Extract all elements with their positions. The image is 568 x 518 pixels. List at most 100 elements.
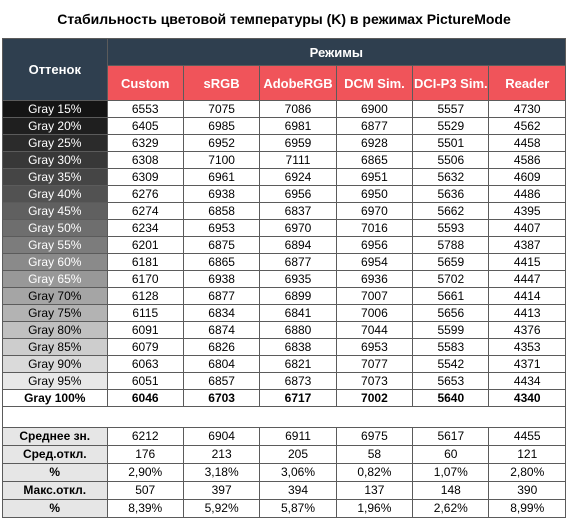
value-cell: 6804 [182, 355, 261, 373]
stat-value-cell: 2,62% [412, 499, 490, 518]
shade-label: Gray 20% [2, 117, 108, 135]
stat-value-cell: 148 [412, 481, 490, 500]
value-cell: 7006 [335, 304, 414, 322]
stat-value-cell: 397 [182, 481, 261, 500]
stat-value-cell: 8,99% [488, 499, 566, 518]
value-cell: 6953 [335, 338, 414, 356]
value-cell: 6873 [259, 372, 337, 390]
value-cell: 7002 [335, 389, 414, 407]
table-row: Gray 35% 6309 6961 6924 6951 5632 4609 [2, 168, 566, 186]
value-cell: 5529 [412, 117, 490, 135]
value-cell: 6936 [335, 270, 414, 288]
shade-label: Gray 85% [2, 338, 108, 356]
shade-label: Gray 70% [2, 287, 108, 305]
stat-value-cell: 5,87% [259, 499, 337, 518]
value-cell: 4353 [488, 338, 566, 356]
value-cell: 4387 [488, 236, 566, 254]
value-cell: 6051 [106, 372, 184, 390]
value-cell: 6234 [106, 219, 184, 237]
shade-label: Gray 100% [2, 389, 108, 407]
stat-row: Сред.откл. 176 213 205 58 60 121 [2, 445, 566, 464]
value-cell: 7044 [335, 321, 414, 339]
value-cell: 6874 [182, 321, 261, 339]
value-cell: 6900 [335, 100, 414, 118]
value-cell: 7007 [335, 287, 414, 305]
value-cell: 6170 [106, 270, 184, 288]
value-cell: 6894 [259, 236, 337, 254]
value-cell: 5661 [412, 287, 490, 305]
value-cell: 6201 [106, 236, 184, 254]
value-cell: 6970 [335, 202, 414, 220]
stat-value-cell: 390 [488, 481, 566, 500]
value-cell: 6877 [182, 287, 261, 305]
stat-row: Среднее зн. 6212 6904 6911 6975 5617 4455 [2, 427, 566, 446]
stat-value-cell: 137 [335, 481, 414, 500]
mode-header-row: Custom sRGB AdobeRGB DCM Sim. DCI-P3 Sim. Rea… [3, 65, 566, 101]
stat-value-cell: 507 [106, 481, 184, 500]
value-cell: 4586 [488, 151, 566, 169]
value-cell: 6821 [259, 355, 337, 373]
value-cell: 6877 [335, 117, 414, 135]
value-cell: 6838 [259, 338, 337, 356]
value-cell: 6079 [106, 338, 184, 356]
value-cell: 6952 [182, 134, 261, 152]
value-cell: 6405 [106, 117, 184, 135]
value-cell: 5506 [412, 151, 490, 169]
table-row: Gray 75% 6115 6834 6841 7006 5656 4413 [2, 304, 566, 322]
value-cell: 4447 [488, 270, 566, 288]
shade-label: Gray 90% [2, 355, 108, 373]
value-cell: 6938 [182, 185, 261, 203]
stat-label: % [2, 463, 108, 482]
spacer-row [2, 406, 566, 428]
value-cell: 7016 [335, 219, 414, 237]
table-row: Gray 20% 6405 6985 6981 6877 5529 4562 [2, 117, 566, 135]
shade-label: Gray 15% [2, 100, 108, 118]
table-row: Gray 60% 6181 6865 6877 6954 5659 4415 [2, 253, 566, 271]
table-row: Gray 70% 6128 6877 6899 7007 5661 4414 [2, 287, 566, 305]
value-cell: 6877 [259, 253, 337, 271]
value-cell: 4340 [488, 389, 566, 407]
stat-label: % [2, 499, 108, 518]
value-cell: 5788 [412, 236, 490, 254]
stat-value-cell: 6911 [259, 427, 337, 446]
value-cell: 6717 [259, 389, 337, 407]
value-cell: 6857 [182, 372, 261, 390]
value-cell: 6837 [259, 202, 337, 220]
stat-value-cell: 5617 [412, 427, 490, 446]
value-cell: 7073 [335, 372, 414, 390]
value-cell: 6329 [106, 134, 184, 152]
value-cell: 6985 [182, 117, 261, 135]
table-row: Gray 25% 6329 6952 6959 6928 5501 4458 [2, 134, 566, 152]
stat-value-cell: 3,18% [182, 463, 261, 482]
shade-label: Gray 75% [2, 304, 108, 322]
stat-row: % 8,39% 5,92% 5,87% 1,96% 2,62% 8,99% [2, 499, 566, 518]
value-cell: 6880 [259, 321, 337, 339]
stat-row: % 2,90% 3,18% 3,06% 0,82% 1,07% 2,80% [2, 463, 566, 482]
shade-label: Gray 80% [2, 321, 108, 339]
shade-label: Gray 55% [2, 236, 108, 254]
value-cell: 4415 [488, 253, 566, 271]
table-row: Gray 100% 6046 6703 6717 7002 5640 4340 [2, 389, 566, 407]
mode-header-4: DCI-P3 Sim. [412, 65, 490, 101]
value-cell: 4609 [488, 168, 566, 186]
table-row: Gray 85% 6079 6826 6838 6953 5583 4353 [2, 338, 566, 356]
value-cell: 5583 [412, 338, 490, 356]
value-cell: 4730 [488, 100, 566, 118]
value-cell: 5593 [412, 219, 490, 237]
color-temperature-table: Оттенок Режимы Custom sRGB AdobeRGB DCM Sim… [2, 38, 567, 518]
value-cell: 6954 [335, 253, 414, 271]
table-row: Gray 50% 6234 6953 6970 7016 5593 4407 [2, 219, 566, 237]
shade-label: Gray 60% [2, 253, 108, 271]
value-cell: 5501 [412, 134, 490, 152]
stat-value-cell: 0,82% [335, 463, 414, 482]
stat-value-cell: 1,07% [412, 463, 490, 482]
value-cell: 6956 [259, 185, 337, 203]
value-cell: 6950 [335, 185, 414, 203]
shade-label: Gray 35% [2, 168, 108, 186]
value-cell: 4376 [488, 321, 566, 339]
shade-label: Gray 95% [2, 372, 108, 390]
value-cell: 4562 [488, 117, 566, 135]
stat-value-cell: 58 [335, 445, 414, 464]
chart-title: Стабильность цветовой температуры (K) в … [57, 11, 511, 27]
value-cell: 6981 [259, 117, 337, 135]
